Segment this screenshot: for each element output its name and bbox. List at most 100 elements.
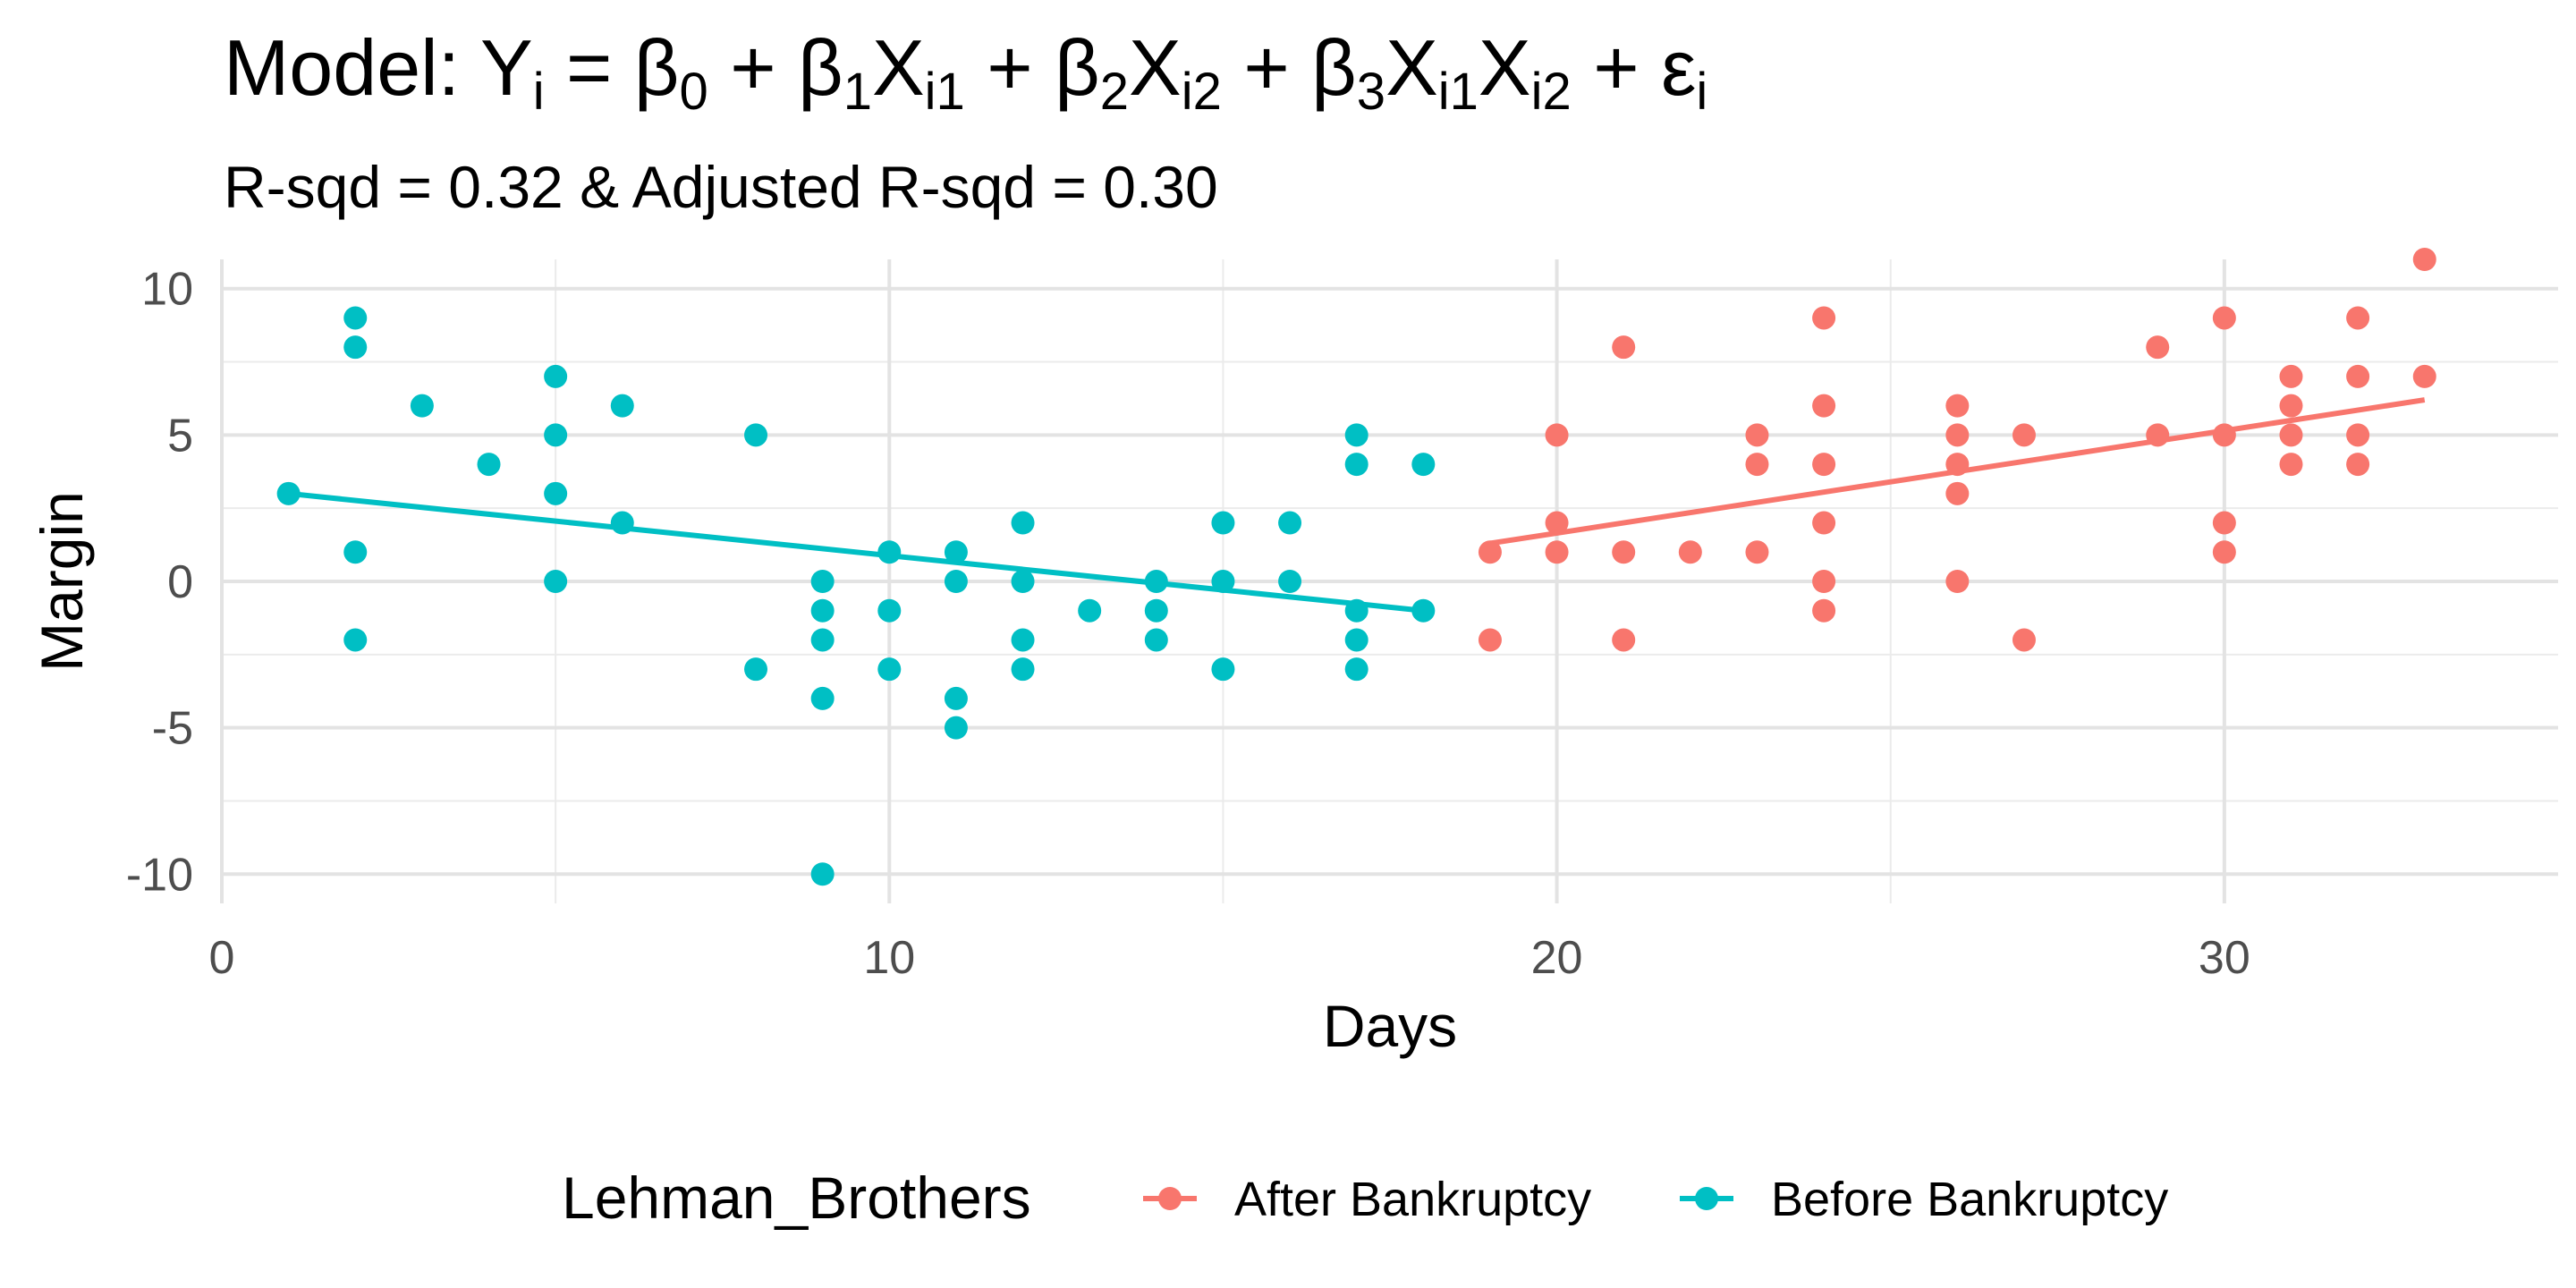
- point-before-bankruptcy: [877, 540, 902, 564]
- point-before-bankruptcy: [1011, 511, 1035, 535]
- point-before-bankruptcy: [1344, 423, 1368, 447]
- title-subscript: i2: [1531, 63, 1572, 121]
- point-before-bankruptcy: [1344, 657, 1368, 682]
- title-subscript: 3: [1357, 63, 1385, 121]
- title-subscript: i: [533, 63, 545, 121]
- title-part: Y: [480, 23, 533, 112]
- point-before-bankruptcy: [1411, 453, 1436, 477]
- title-part: X: [872, 23, 925, 112]
- legend-key-point: [1695, 1187, 1718, 1210]
- x-axis-title: Days: [1323, 993, 1457, 1059]
- legend-items: After Bankruptcy Before Bankruptcy: [1143, 1173, 2168, 1226]
- point-after-bankruptcy: [2279, 394, 2303, 418]
- title-subscript: i: [1696, 63, 1707, 121]
- point-before-bankruptcy: [343, 628, 368, 652]
- point-after-bankruptcy: [1745, 423, 1769, 447]
- point-after-bankruptcy: [2212, 423, 2236, 447]
- point-after-bankruptcy: [2346, 453, 2370, 477]
- point-before-bankruptcy: [1211, 570, 1235, 593]
- point-before-bankruptcy: [877, 598, 902, 623]
- point-after-bankruptcy: [1478, 540, 1502, 564]
- point-before-bankruptcy: [810, 628, 835, 652]
- title-part: +: [1222, 23, 1311, 112]
- title-part: =: [545, 23, 634, 112]
- point-before-bankruptcy: [1211, 657, 1235, 682]
- point-after-bankruptcy: [1745, 453, 1769, 477]
- title-part: X: [1479, 23, 1531, 112]
- title-part: ε: [1661, 23, 1696, 112]
- title-part: +: [1572, 23, 1661, 112]
- point-after-bankruptcy: [2012, 423, 2036, 447]
- point-before-bankruptcy: [810, 862, 835, 886]
- x-tick-label: 30: [2199, 932, 2250, 984]
- point-before-bankruptcy: [1411, 598, 1436, 623]
- point-before-bankruptcy: [477, 453, 501, 477]
- point-before-bankruptcy: [1011, 628, 1035, 652]
- point-before-bankruptcy: [610, 511, 634, 535]
- title-subscript: i2: [1182, 63, 1222, 121]
- point-before-bankruptcy: [944, 716, 968, 740]
- point-before-bankruptcy: [343, 540, 368, 564]
- title-part: β: [1055, 23, 1100, 112]
- point-after-bankruptcy: [2412, 248, 2436, 271]
- point-before-bankruptcy: [1344, 453, 1368, 477]
- point-after-bankruptcy: [1812, 306, 1836, 330]
- title-part: β: [1311, 23, 1357, 112]
- legend: Lehman_Brothers After Bankruptcy Before B…: [562, 1165, 2168, 1231]
- point-after-bankruptcy: [1812, 453, 1836, 477]
- point-before-bankruptcy: [1011, 570, 1035, 593]
- point-before-bankruptcy: [343, 335, 368, 360]
- title-subscript: 0: [680, 63, 708, 121]
- point-before-bankruptcy: [1344, 598, 1368, 623]
- point-after-bankruptcy: [1812, 511, 1836, 535]
- point-before-bankruptcy: [810, 570, 835, 593]
- legend-label: After Bankruptcy: [1234, 1173, 1591, 1226]
- point-before-bankruptcy: [944, 540, 968, 564]
- point-before-bankruptcy: [610, 394, 634, 418]
- title-subscript: i1: [1438, 63, 1479, 121]
- legend-item-before-bankruptcy: Before Bankruptcy: [1680, 1173, 2168, 1226]
- point-before-bankruptcy: [544, 481, 568, 505]
- legend-title: Lehman_Brothers: [562, 1165, 1031, 1231]
- point-before-bankruptcy: [810, 598, 835, 623]
- title-prefix: Model:: [224, 23, 480, 112]
- point-after-bankruptcy: [1945, 453, 1970, 477]
- title-part: X: [1385, 23, 1438, 112]
- point-after-bankruptcy: [1612, 335, 1636, 360]
- point-after-bankruptcy: [1545, 511, 1569, 535]
- title-part: β: [634, 23, 680, 112]
- point-after-bankruptcy: [2012, 628, 2036, 652]
- point-before-bankruptcy: [1078, 598, 1102, 623]
- title-subscript: 1: [843, 63, 872, 121]
- x-tick-label: 10: [863, 932, 915, 984]
- point-after-bankruptcy: [2279, 453, 2303, 477]
- point-after-bankruptcy: [1545, 423, 1569, 447]
- point-after-bankruptcy: [2346, 306, 2370, 330]
- point-before-bankruptcy: [1344, 628, 1368, 652]
- y-tick-label: 5: [167, 410, 193, 462]
- point-after-bankruptcy: [2279, 364, 2303, 388]
- title-part: +: [965, 23, 1055, 112]
- point-after-bankruptcy: [2412, 364, 2436, 388]
- title-part: +: [708, 23, 798, 112]
- point-before-bankruptcy: [1211, 511, 1235, 535]
- point-after-bankruptcy: [1545, 540, 1569, 564]
- point-before-bankruptcy: [1278, 570, 1302, 593]
- point-after-bankruptcy: [2212, 306, 2236, 330]
- legend-item-after-bankruptcy: After Bankruptcy: [1143, 1173, 1591, 1226]
- y-tick-label: -10: [126, 849, 193, 901]
- point-before-bankruptcy: [1278, 511, 1302, 535]
- point-after-bankruptcy: [1812, 570, 1836, 593]
- point-after-bankruptcy: [1745, 540, 1769, 564]
- point-before-bankruptcy: [944, 570, 968, 593]
- y-tick-label: 10: [141, 264, 193, 316]
- point-after-bankruptcy: [1678, 540, 1702, 564]
- x-tick-label: 0: [209, 932, 235, 984]
- chart-title: Model: Yi = β0 + β1Xi1 + β2Xi2 + β3Xi1Xi…: [224, 23, 1707, 121]
- point-after-bankruptcy: [2346, 364, 2370, 388]
- point-after-bankruptcy: [1812, 598, 1836, 623]
- point-after-bankruptcy: [1945, 481, 1970, 505]
- fit-line-before-bankruptcy: [288, 490, 1424, 614]
- tick-labels: 0 10 20 30 10 5 0 -5 -10: [126, 264, 2250, 984]
